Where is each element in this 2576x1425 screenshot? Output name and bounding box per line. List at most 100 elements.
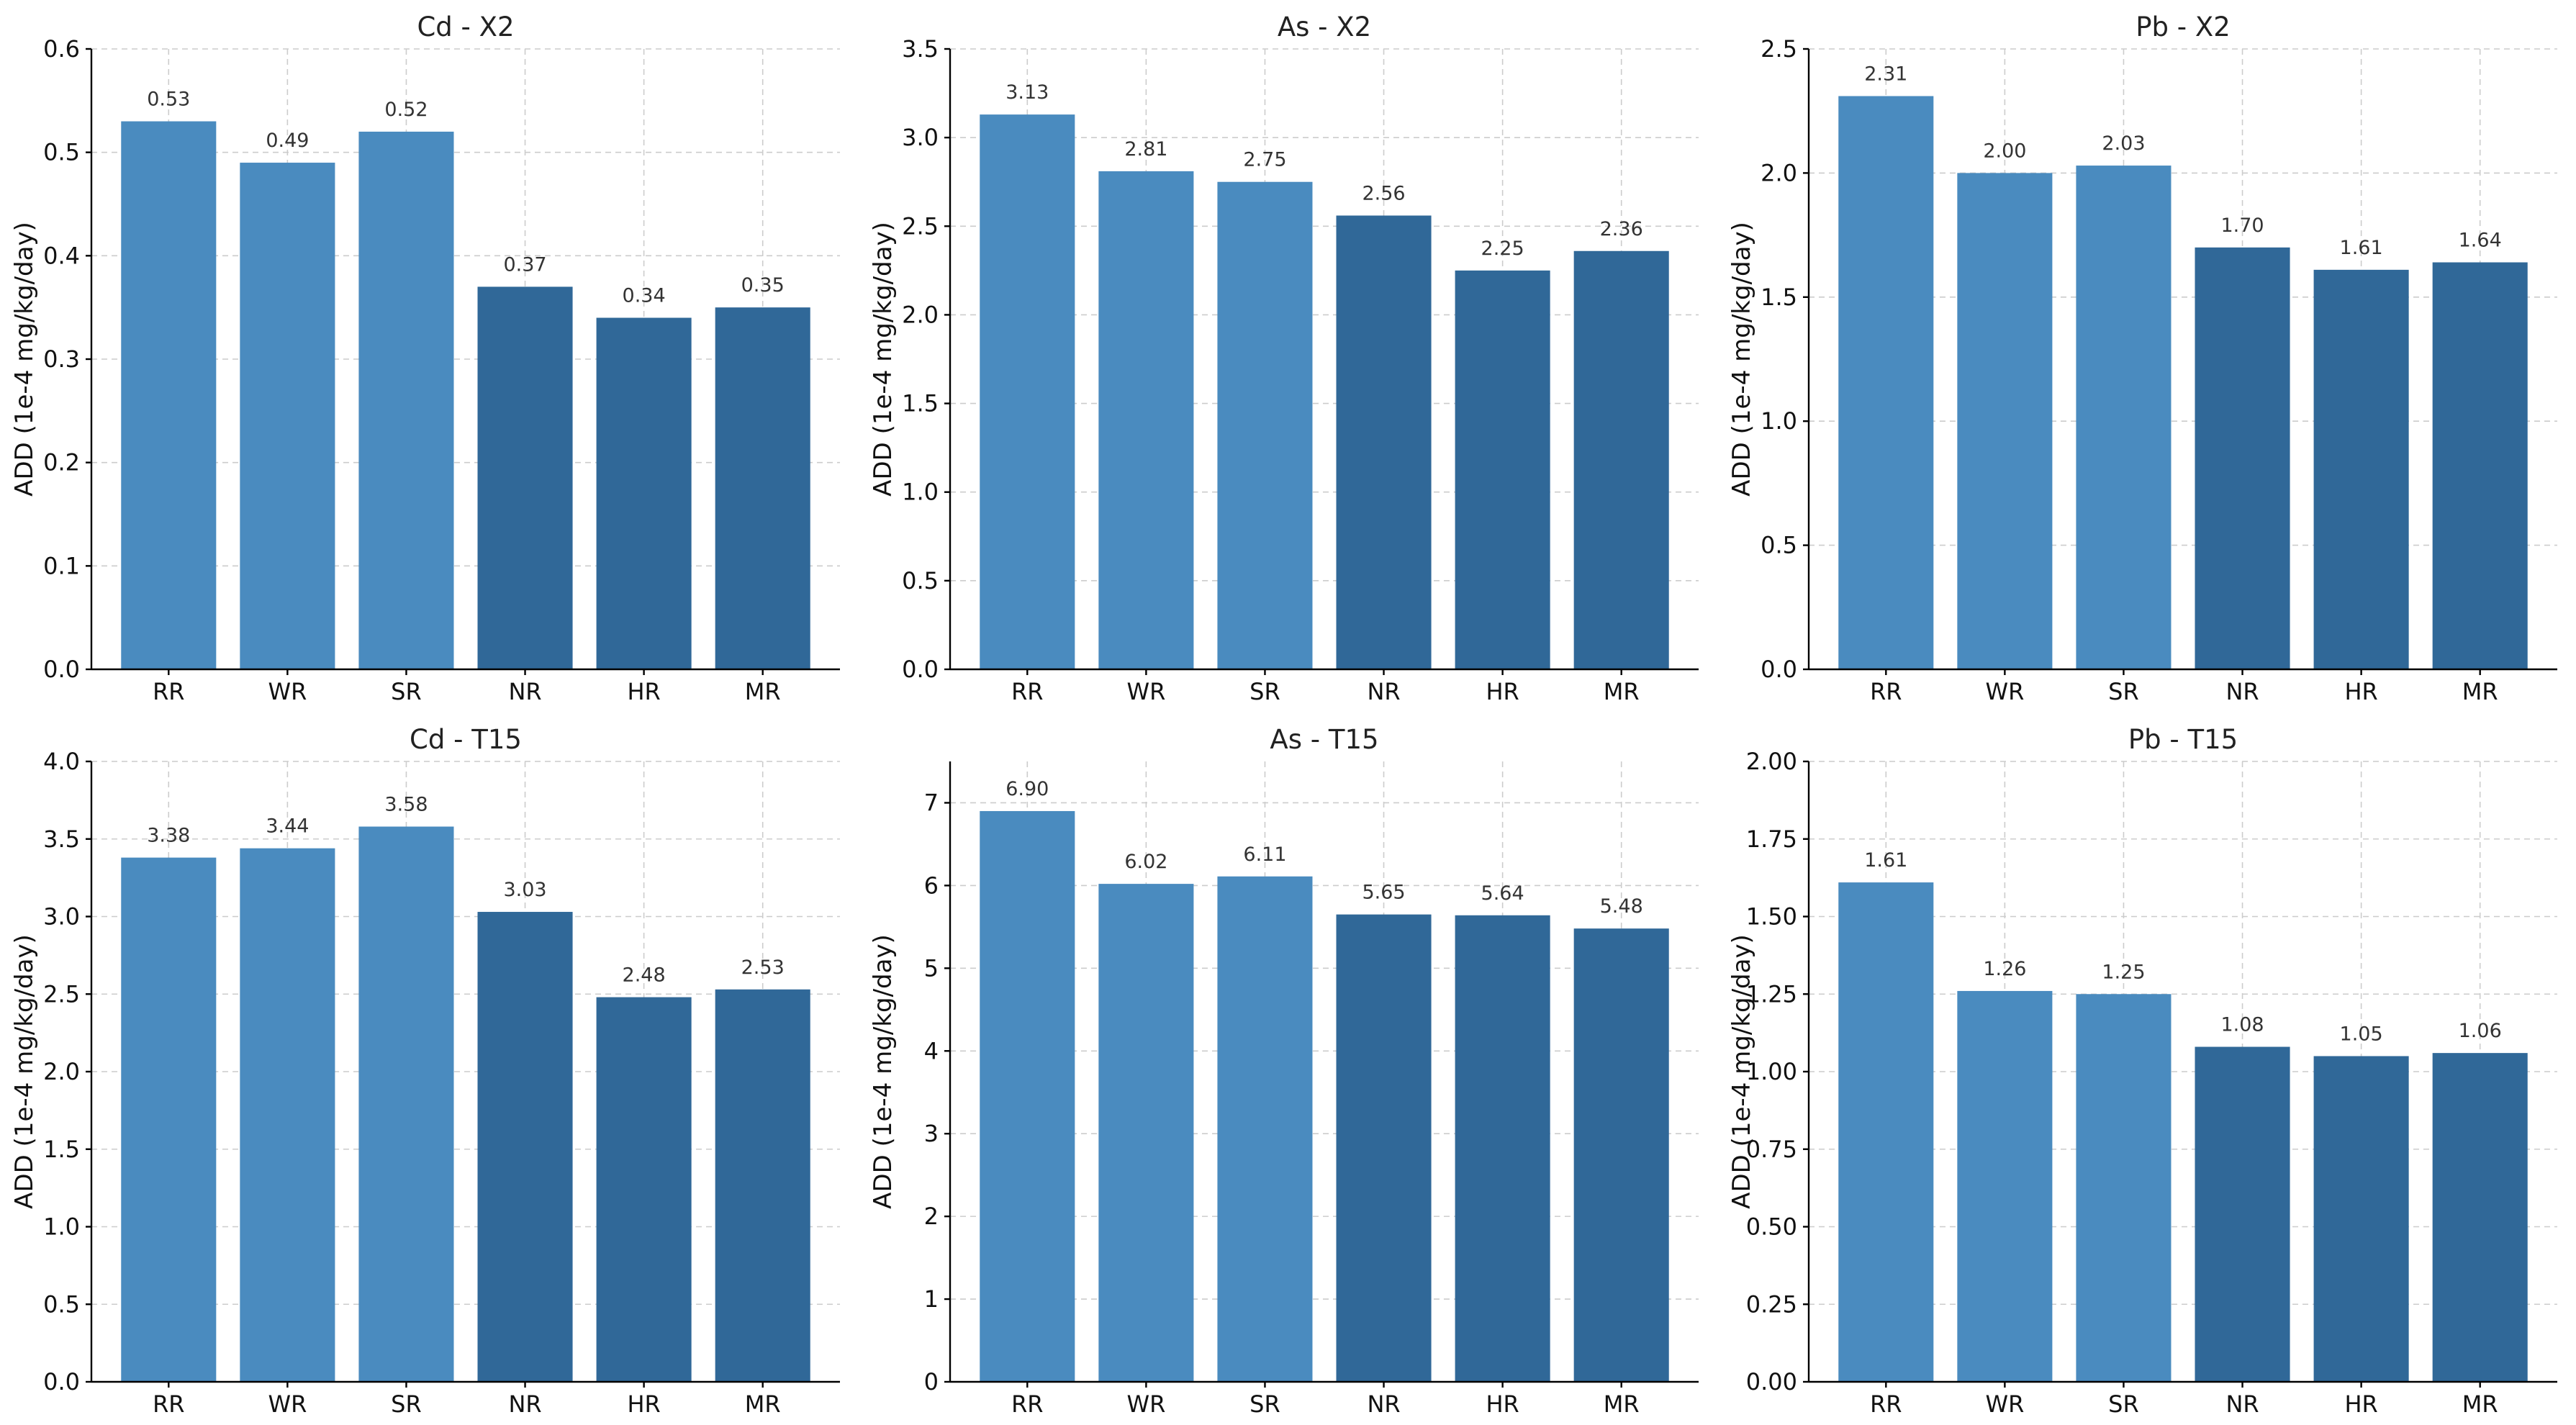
data-label: 3.38 xyxy=(147,825,190,847)
chart-title: Cd - X2 xyxy=(417,12,514,42)
bar-mr xyxy=(1573,250,1669,669)
chart-svg: 6.90 6.02 6.11 5.65 5.64 5.48 0 1 2 3 4 5 6 7 RR WR SR NR… xyxy=(869,724,1699,1418)
bars: 3.38 3.44 3.58 3.03 2.48 2.53 xyxy=(121,794,810,1382)
y-tick-label: 5 xyxy=(924,954,939,982)
x-tick-label: SR xyxy=(1249,1390,1280,1418)
x-ticks: RR WR SR NR HR MR xyxy=(1011,669,1640,705)
y-tick-label: 1.5 xyxy=(902,390,939,417)
x-tick-label: RR xyxy=(1011,678,1043,705)
bar-sr xyxy=(358,131,454,669)
grid-lines xyxy=(91,761,840,1383)
x-tick-label: NR xyxy=(1367,678,1400,705)
x-tick-label: RR xyxy=(153,678,184,705)
y-ticks: 0.0 0.5 1.0 1.5 2.0 2.5 3.0 3.5 4.0 xyxy=(43,748,91,1395)
chart-title: As - X2 xyxy=(1278,12,1371,42)
bar-wr xyxy=(240,163,335,670)
y-tick-label: 4 xyxy=(924,1037,939,1064)
chart-panel-cd-x2: 0.53 0.49 0.52 0.37 0.34 0.35 0.0 0.1 0.2 0.3 0.4 0… xyxy=(0,0,859,712)
x-tick-label: SR xyxy=(391,1390,422,1418)
data-label: 2.36 xyxy=(1600,218,1643,240)
data-label: 0.52 xyxy=(384,99,428,121)
y-tick-label: 2.5 xyxy=(43,980,80,1008)
y-tick-label: 1.5 xyxy=(43,1136,80,1163)
bar-rr xyxy=(980,114,1075,669)
x-tick-label: RR xyxy=(1011,1390,1043,1418)
data-label: 1.61 xyxy=(2340,237,2383,259)
x-tick-label: SR xyxy=(2108,678,2139,705)
y-tick-label: 3.0 xyxy=(43,903,80,931)
x-tick-label: MR xyxy=(1604,1390,1640,1418)
x-tick-label: MR xyxy=(745,1390,781,1418)
data-label: 2.31 xyxy=(1864,63,1907,86)
x-tick-label: NR xyxy=(2225,678,2259,705)
data-label: 5.65 xyxy=(1362,882,1405,904)
y-tick-label: 3.5 xyxy=(43,825,80,853)
data-label: 2.03 xyxy=(2102,132,2145,155)
y-tick-label: 0.75 xyxy=(1746,1136,1797,1163)
x-tick-label: RR xyxy=(1870,1390,1902,1418)
bar-hr xyxy=(596,997,692,1382)
data-label: 2.56 xyxy=(1362,183,1405,205)
y-tick-label: 4.0 xyxy=(43,748,80,775)
bar-sr xyxy=(2076,166,2171,669)
y-tick-label: 2.5 xyxy=(1761,35,1797,63)
y-ticks: 0.0 0.1 0.2 0.3 0.4 0.5 0.6 xyxy=(43,35,91,683)
y-tick-label: 0.5 xyxy=(1761,532,1797,559)
x-ticks: RR WR SR NR HR MR xyxy=(1870,669,2498,705)
x-tick-label: NR xyxy=(1367,1390,1400,1418)
y-tick-label: 2.0 xyxy=(43,1058,80,1085)
bar-rr xyxy=(980,810,1075,1382)
bar-rr xyxy=(121,857,217,1382)
bar-nr xyxy=(477,912,573,1382)
bar-hr xyxy=(1455,270,1550,669)
y-tick-label: 0.6 xyxy=(43,35,80,63)
y-axis-label: ADD (1e-4 mg/kg/day) xyxy=(10,934,39,1209)
y-axis-label: ADD (1e-4 mg/kg/day) xyxy=(869,934,898,1209)
bar-nr xyxy=(1336,914,1432,1382)
data-label: 6.02 xyxy=(1124,851,1167,873)
data-label: 1.70 xyxy=(2220,214,2264,237)
y-tick-label: 1.0 xyxy=(43,1213,80,1241)
data-label: 0.49 xyxy=(266,130,309,152)
y-tick-label: 2.0 xyxy=(1761,159,1797,186)
x-tick-label: MR xyxy=(1604,678,1640,705)
x-tick-label: SR xyxy=(2108,1390,2139,1418)
data-label: 3.03 xyxy=(503,879,546,901)
data-label: 6.11 xyxy=(1243,843,1286,866)
bar-sr xyxy=(2076,994,2171,1382)
y-tick-label: 0.2 xyxy=(43,449,80,476)
data-label: 6.90 xyxy=(1005,778,1049,800)
bar-wr xyxy=(240,848,335,1382)
y-tick-label: 7 xyxy=(924,789,939,816)
chart-svg: 3.38 3.44 3.58 3.03 2.48 2.53 0.0 0.5 1.0 1.5 2.0 2… xyxy=(10,724,840,1418)
x-tick-label: NR xyxy=(508,678,541,705)
chart-title: Pb - X2 xyxy=(2136,12,2231,42)
x-tick-label: HR xyxy=(2344,678,2377,705)
y-tick-label: 1.00 xyxy=(1746,1058,1797,1085)
data-label: 5.48 xyxy=(1600,895,1643,918)
x-tick-label: NR xyxy=(2225,1390,2259,1418)
x-tick-label: MR xyxy=(745,678,781,705)
x-tick-label: NR xyxy=(508,1390,541,1418)
bar-wr xyxy=(1098,884,1194,1382)
y-tick-label: 2.00 xyxy=(1746,748,1797,775)
bar-rr xyxy=(1838,882,1934,1382)
chart-panel-pb-t15: 1.61 1.26 1.25 1.08 1.05 1.06 0.00 0.25 0.50 0.75… xyxy=(1717,712,2576,1425)
x-tick-label: WR xyxy=(1985,678,2024,705)
y-tick-label: 1.50 xyxy=(1746,903,1797,931)
bar-sr xyxy=(1217,876,1313,1382)
x-tick-label: WR xyxy=(268,1390,307,1418)
bar-mr xyxy=(2432,262,2528,669)
chart-panel-as-t15: 6.90 6.02 6.11 5.65 5.64 5.48 0 1 2 3 4 5 6 7 RR WR SR NR… xyxy=(859,712,1717,1425)
data-label: 2.53 xyxy=(741,956,785,979)
bar-wr xyxy=(1957,173,2053,669)
y-tick-label: 0.5 xyxy=(43,1290,80,1318)
x-tick-label: SR xyxy=(1249,678,1280,705)
y-tick-label: 0.5 xyxy=(902,567,939,594)
chart-panel-cd-t15: 3.38 3.44 3.58 3.03 2.48 2.53 0.0 0.5 1.0 1.5 2.0 2… xyxy=(0,712,859,1425)
y-tick-label: 1.0 xyxy=(902,479,939,506)
data-label: 2.81 xyxy=(1124,138,1167,160)
y-ticks: 0 1 2 3 4 5 6 7 xyxy=(924,789,950,1395)
bar-nr xyxy=(2195,247,2290,670)
